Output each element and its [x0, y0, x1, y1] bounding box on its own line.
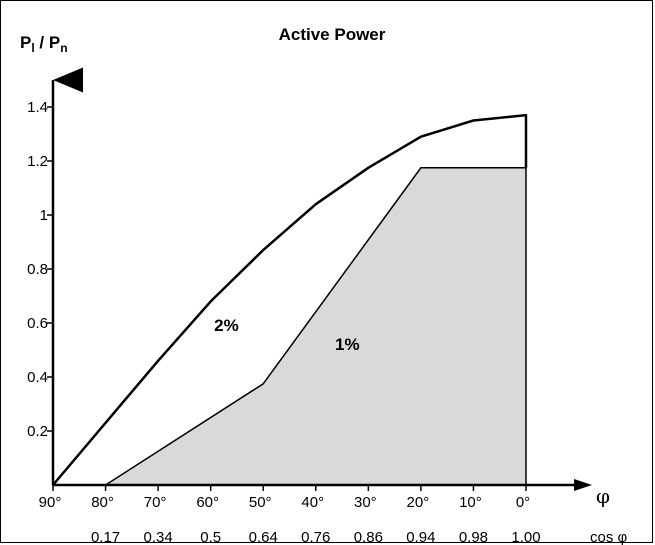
- y-tick-label: 0.8: [27, 261, 48, 278]
- x-tick-label: 80°: [91, 494, 114, 511]
- cos-tick-label: 0.76: [301, 529, 330, 545]
- x-tick-label: 60°: [196, 494, 219, 511]
- x-tick-label: 30°: [354, 494, 377, 511]
- x-tick-label: 90°: [39, 494, 62, 511]
- cos-tick-label: 0.17: [91, 529, 120, 545]
- x-tick-label: 10°: [459, 494, 482, 511]
- cos-tick-label: 0.64: [249, 529, 278, 545]
- cos-tick-label: 0.86: [354, 529, 383, 545]
- y-tick-label: 0.6: [27, 315, 48, 332]
- y-tick-label: 0.4: [27, 369, 48, 386]
- x-tick-label: 0°: [516, 494, 530, 511]
- chart-title: Active Power: [279, 25, 386, 44]
- x-axis-arrowhead: [574, 479, 592, 491]
- region-label: 2%: [214, 316, 239, 335]
- y-tick-label: 0.2: [27, 423, 48, 440]
- cos-tick-label: 1.00: [511, 529, 540, 545]
- x-tick-label: 20°: [407, 494, 430, 511]
- x-tick-label: 50°: [249, 494, 272, 511]
- cos-tick-label: 0.94: [406, 529, 435, 545]
- cos-axis-label: cos φ: [590, 529, 628, 545]
- x-tick-label: 70°: [144, 494, 167, 511]
- series-2pct-line: [52, 113, 528, 486]
- y-axis-label: Pl / Pn: [20, 33, 68, 55]
- y-tick-label: 1.2: [27, 153, 48, 170]
- cos-tick-label: 0.5: [200, 529, 221, 545]
- x-tick-label: 40°: [301, 494, 324, 511]
- region-label: 1%: [335, 335, 360, 354]
- cos-tick-label: 0.34: [144, 529, 173, 545]
- y-tick-label: 1: [40, 207, 48, 224]
- cos-tick-label: 0.98: [459, 529, 488, 545]
- y-tick-label: 1.4: [27, 99, 48, 116]
- x-axis-label: φ: [596, 484, 610, 508]
- series-1pct-area: [103, 167, 527, 486]
